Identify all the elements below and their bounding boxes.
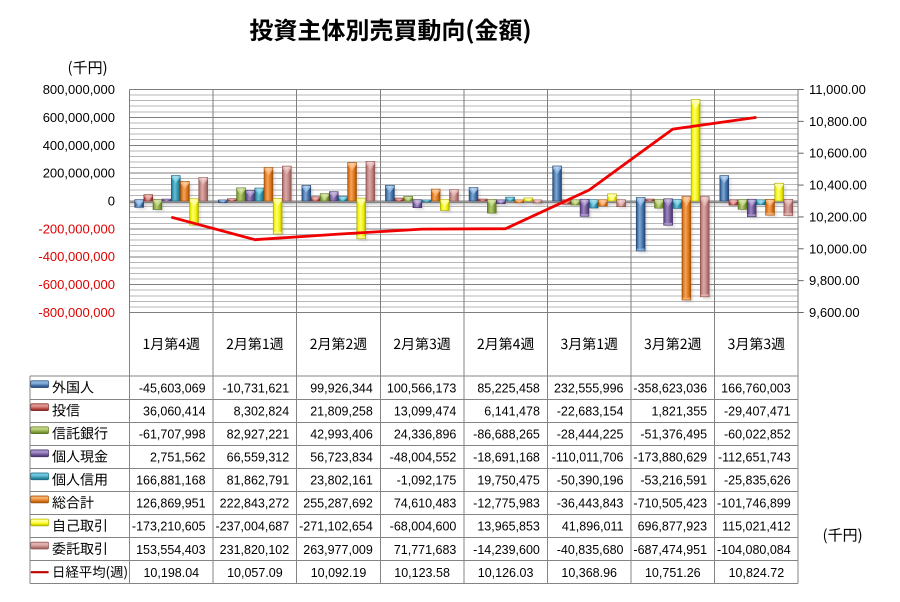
- svg-text:-104,080,084: -104,080,084: [717, 543, 791, 557]
- svg-text:-800,000,000: -800,000,000: [38, 305, 115, 320]
- svg-text:-112,651,743: -112,651,743: [718, 451, 791, 465]
- svg-text:-48,004,552: -48,004,552: [390, 451, 457, 465]
- svg-text:10,368.96: 10,368.96: [561, 566, 617, 580]
- svg-text:-36,443,843: -36,443,843: [557, 497, 624, 511]
- svg-text:-173,210,605: -173,210,605: [132, 520, 206, 534]
- svg-text:66,559,312: 66,559,312: [227, 451, 290, 465]
- svg-text:74,610,483: 74,610,483: [394, 497, 457, 511]
- svg-text:-18,691,168: -18,691,168: [473, 451, 540, 465]
- svg-text:10,057.09: 10,057.09: [227, 566, 283, 580]
- svg-text:100,566,173: 100,566,173: [387, 381, 457, 395]
- svg-text:-10,731,621: -10,731,621: [222, 381, 289, 395]
- svg-text:-358,623,036: -358,623,036: [633, 381, 707, 395]
- svg-text:19,750,475: 19,750,475: [477, 474, 540, 488]
- svg-text:36,060,414: 36,060,414: [143, 404, 206, 418]
- svg-text:-22,683,154: -22,683,154: [557, 404, 624, 418]
- svg-text:10,751.26: 10,751.26: [645, 566, 701, 580]
- svg-text:200,000,000: 200,000,000: [43, 166, 115, 181]
- svg-text:10,126.03: 10,126.03: [478, 566, 534, 580]
- svg-text:-68,004,600: -68,004,600: [390, 520, 457, 534]
- svg-text:600,000,000: 600,000,000: [43, 110, 115, 125]
- svg-text:800,000,000: 800,000,000: [43, 82, 115, 97]
- svg-text:-60,022,852: -60,022,852: [724, 427, 791, 441]
- svg-text:-14,239,600: -14,239,600: [473, 543, 540, 557]
- svg-text:21,809,258: 21,809,258: [310, 404, 373, 418]
- svg-text:-600,000,000: -600,000,000: [38, 277, 115, 292]
- svg-text:10,092.19: 10,092.19: [311, 566, 367, 580]
- svg-text:99,926,344: 99,926,344: [310, 381, 373, 395]
- svg-text:-40,835,680: -40,835,680: [557, 543, 624, 557]
- svg-text:1,821,355: 1,821,355: [651, 404, 707, 418]
- svg-text:-1,092,175: -1,092,175: [397, 474, 457, 488]
- svg-text:10,200.00: 10,200.00: [809, 209, 867, 224]
- svg-text:232,555,996: 232,555,996: [554, 381, 624, 395]
- svg-text:10,000.00: 10,000.00: [809, 241, 867, 256]
- svg-text:-28,444,225: -28,444,225: [557, 427, 624, 441]
- svg-text:24,336,896: 24,336,896: [394, 427, 457, 441]
- svg-text:115,021,412: 115,021,412: [722, 520, 791, 534]
- svg-text:10,123.58: 10,123.58: [394, 566, 450, 580]
- svg-text:-200,000,000: -200,000,000: [38, 221, 115, 236]
- svg-text:-173,880,629: -173,880,629: [633, 451, 707, 465]
- svg-text:13,965,853: 13,965,853: [477, 520, 540, 534]
- svg-text:166,760,003: 166,760,003: [721, 381, 791, 395]
- svg-text:9,800.00: 9,800.00: [809, 273, 860, 288]
- svg-text:9,600.00: 9,600.00: [809, 305, 860, 320]
- svg-text:2,751,562: 2,751,562: [150, 451, 206, 465]
- svg-text:13,099,474: 13,099,474: [394, 404, 457, 418]
- svg-text:263,977,009: 263,977,009: [303, 543, 373, 557]
- svg-text:-29,407,471: -29,407,471: [724, 404, 791, 418]
- svg-text:10,800.00: 10,800.00: [809, 114, 867, 129]
- svg-text:222,843,272: 222,843,272: [220, 497, 290, 511]
- svg-text:696,877,923: 696,877,923: [638, 520, 708, 534]
- svg-text:231,820,102: 231,820,102: [220, 543, 290, 557]
- svg-text:-45,603,069: -45,603,069: [139, 381, 206, 395]
- svg-text:10,198.04: 10,198.04: [143, 566, 199, 580]
- svg-text:-237,004,687: -237,004,687: [216, 520, 290, 534]
- svg-text:-400,000,000: -400,000,000: [38, 249, 115, 264]
- svg-text:-53,216,591: -53,216,591: [640, 474, 707, 488]
- svg-text:-12,775,983: -12,775,983: [473, 497, 540, 511]
- svg-text:42,993,406: 42,993,406: [310, 427, 373, 441]
- svg-text:23,802,161: 23,802,161: [310, 474, 373, 488]
- svg-text:153,554,403: 153,554,403: [136, 543, 206, 557]
- svg-text:-101,746,899: -101,746,899: [717, 497, 791, 511]
- svg-text:81,862,791: 81,862,791: [227, 474, 290, 488]
- svg-text:10,600.00: 10,600.00: [809, 146, 867, 161]
- svg-text:10,824.72: 10,824.72: [729, 566, 785, 580]
- svg-text:-271,102,654: -271,102,654: [299, 520, 373, 534]
- svg-text:-710,505,423: -710,505,423: [633, 497, 707, 511]
- svg-text:-51,376,495: -51,376,495: [640, 427, 707, 441]
- svg-text:41,896,011: 41,896,011: [562, 520, 624, 534]
- svg-text:85,225,458: 85,225,458: [477, 381, 540, 395]
- svg-text:71,771,683: 71,771,683: [394, 543, 457, 557]
- svg-text:-687,474,951: -687,474,951: [633, 543, 707, 557]
- svg-text:10,400.00: 10,400.00: [809, 178, 867, 193]
- svg-text:-110,011,706: -110,011,706: [552, 451, 624, 465]
- svg-text:126,869,951: 126,869,951: [136, 497, 206, 511]
- svg-text:56,723,834: 56,723,834: [310, 451, 373, 465]
- svg-text:82,927,221: 82,927,221: [227, 427, 290, 441]
- svg-text:-25,835,626: -25,835,626: [724, 474, 791, 488]
- svg-text:-86,688,265: -86,688,265: [473, 427, 540, 441]
- svg-text:6,141,478: 6,141,478: [484, 404, 540, 418]
- svg-text:400,000,000: 400,000,000: [43, 138, 115, 153]
- svg-text:0: 0: [108, 194, 115, 209]
- svg-text:-50,390,196: -50,390,196: [557, 474, 624, 488]
- svg-text:8,302,824: 8,302,824: [234, 404, 290, 418]
- svg-text:255,287,692: 255,287,692: [303, 497, 373, 511]
- svg-text:11,000.00: 11,000.00: [809, 82, 866, 97]
- svg-text:166,881,168: 166,881,168: [136, 474, 206, 488]
- svg-text:-61,707,998: -61,707,998: [139, 427, 206, 441]
